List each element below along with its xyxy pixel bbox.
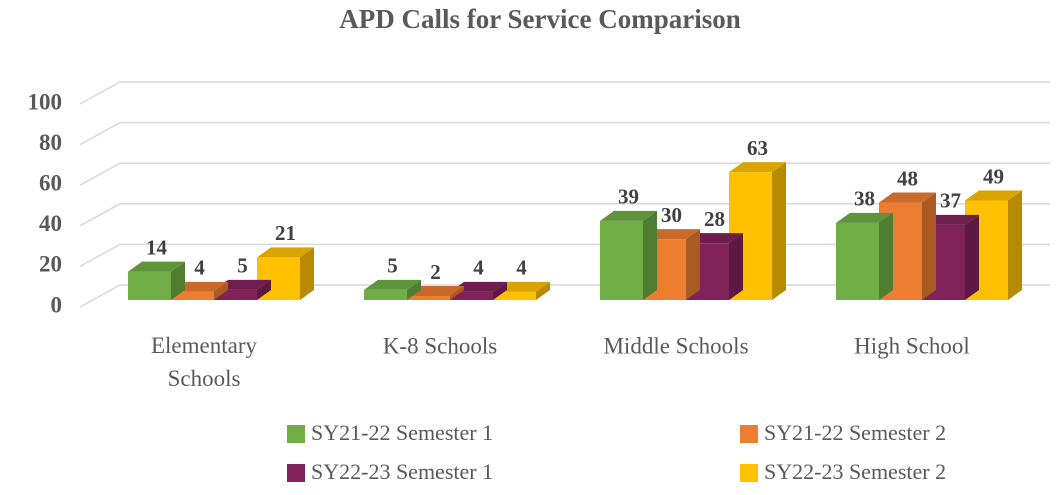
bar bbox=[257, 247, 314, 300]
bar-side bbox=[879, 212, 893, 300]
bar bbox=[171, 281, 228, 300]
bar-top bbox=[171, 281, 228, 292]
data-label: 49 bbox=[983, 164, 1004, 188]
bar-top bbox=[600, 210, 657, 221]
grid-line bbox=[79, 162, 1050, 186]
legend-label: SY21-22 Semester 2 bbox=[764, 420, 946, 445]
bar-side bbox=[729, 233, 743, 300]
bar-top bbox=[128, 261, 185, 272]
data-label: 5 bbox=[237, 254, 248, 278]
data-label: 14 bbox=[146, 235, 168, 259]
bar bbox=[407, 285, 464, 300]
bar-top bbox=[965, 190, 1022, 201]
data-label: 5 bbox=[387, 254, 398, 278]
legend-swatch bbox=[740, 464, 758, 482]
data-label: 48 bbox=[897, 166, 918, 190]
bar-top bbox=[686, 233, 743, 244]
y-tick-label: 100 bbox=[28, 89, 63, 114]
bar-front bbox=[171, 291, 214, 300]
legend-swatch bbox=[740, 425, 758, 443]
data-label: 2 bbox=[430, 260, 441, 284]
x-tick-label: K-8 Schools bbox=[383, 333, 497, 358]
bar-top bbox=[257, 247, 314, 258]
bar-side bbox=[1008, 190, 1022, 300]
chart-title: APD Calls for Service Comparison bbox=[339, 4, 740, 34]
data-label: 30 bbox=[661, 203, 682, 227]
bar-top bbox=[364, 279, 421, 290]
data-label: 39 bbox=[618, 185, 639, 209]
bar-side bbox=[450, 285, 464, 300]
bar-side bbox=[536, 281, 550, 300]
bar-top bbox=[922, 214, 979, 225]
legend-swatch bbox=[287, 464, 305, 482]
bar-side bbox=[965, 214, 979, 300]
bar-front bbox=[600, 220, 643, 300]
legend-label: SY21-22 Semester 1 bbox=[311, 420, 493, 445]
bar-top bbox=[493, 281, 550, 292]
bar-front bbox=[407, 295, 450, 300]
bar bbox=[600, 210, 657, 300]
bar bbox=[922, 214, 979, 300]
data-label: 4 bbox=[516, 256, 527, 280]
bar bbox=[729, 162, 786, 300]
bar bbox=[214, 279, 271, 300]
y-tick-label: 0 bbox=[51, 292, 63, 317]
x-tick-label: Elementary Schools bbox=[151, 333, 258, 391]
bar-top bbox=[836, 212, 893, 223]
bar-top bbox=[214, 279, 271, 290]
y-tick-label: 60 bbox=[39, 170, 62, 195]
data-label: 63 bbox=[747, 136, 768, 160]
y-tick-label: 80 bbox=[39, 130, 62, 155]
bar-side bbox=[171, 261, 185, 300]
bar-top bbox=[729, 162, 786, 173]
grid-line bbox=[79, 121, 1050, 146]
data-label: 21 bbox=[275, 221, 296, 245]
legend-label: SY22-23 Semester 2 bbox=[764, 459, 946, 484]
bar-side bbox=[257, 279, 271, 300]
bar bbox=[493, 281, 550, 300]
bar-front bbox=[450, 291, 493, 300]
legend-label: SY22-23 Semester 1 bbox=[311, 459, 493, 484]
bar-side bbox=[493, 281, 507, 300]
data-label: 4 bbox=[473, 256, 484, 280]
x-tick-label: Middle Schools bbox=[603, 333, 748, 358]
bar-front bbox=[128, 271, 171, 300]
bar-front bbox=[364, 289, 407, 300]
x-tick-label: High School bbox=[854, 333, 970, 358]
bar-top bbox=[643, 229, 700, 240]
bar-top bbox=[407, 285, 464, 296]
bar-side bbox=[407, 279, 421, 300]
bar-side bbox=[922, 192, 936, 300]
bar-side bbox=[214, 281, 228, 300]
bar-side bbox=[772, 162, 786, 300]
data-label: 4 bbox=[194, 256, 205, 280]
bar-top bbox=[450, 281, 507, 292]
bar bbox=[450, 281, 507, 300]
y-tick-label: 40 bbox=[39, 211, 62, 236]
bar bbox=[836, 212, 893, 300]
data-label: 38 bbox=[854, 187, 875, 211]
bar-top bbox=[879, 192, 936, 203]
bar-front bbox=[214, 289, 257, 300]
bar-front bbox=[836, 222, 879, 300]
legend-swatch bbox=[287, 425, 305, 443]
bar-side bbox=[643, 210, 657, 300]
data-label: 37 bbox=[940, 189, 961, 213]
bar bbox=[128, 261, 185, 300]
y-tick-label: 20 bbox=[39, 252, 62, 277]
bar-side bbox=[686, 229, 700, 300]
grid-line bbox=[79, 81, 1050, 105]
data-label: 28 bbox=[704, 207, 725, 231]
bar-front bbox=[493, 291, 536, 300]
bar-side bbox=[300, 247, 314, 300]
bar bbox=[364, 279, 421, 300]
